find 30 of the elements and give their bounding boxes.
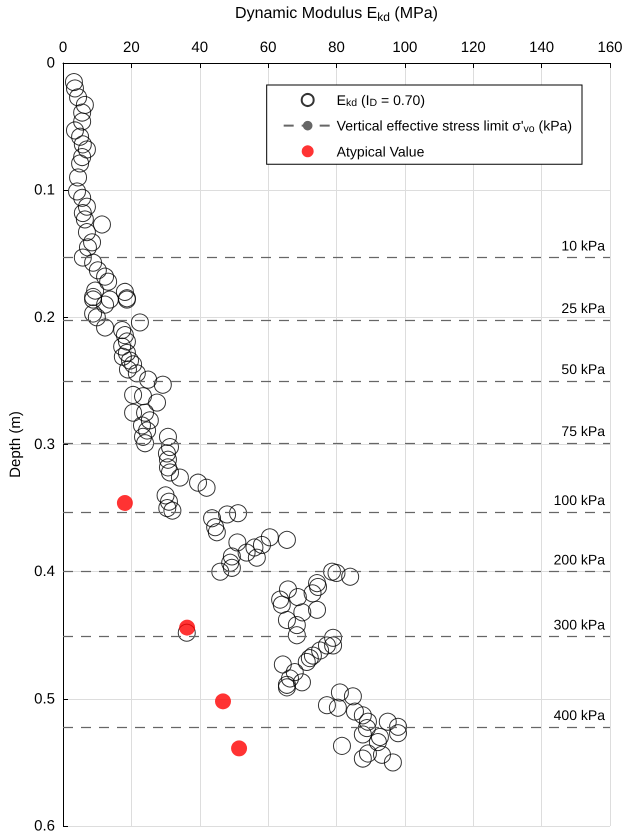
- x-tick-label: 20: [123, 39, 140, 56]
- x-tick-label: 140: [529, 39, 554, 56]
- legend-label: Atypical Value: [336, 143, 425, 160]
- y-tick-label: 0.6: [34, 818, 55, 834]
- y-tick-label: 0.1: [34, 182, 55, 199]
- ref-line-label: 200 kPa: [554, 552, 606, 568]
- x-tick-label: 120: [460, 39, 486, 56]
- y-tick-label: 0: [46, 54, 55, 72]
- point: [231, 740, 248, 756]
- x-tick-label: 60: [260, 39, 276, 56]
- x-tick-label: 160: [597, 39, 623, 56]
- ref-line-label: 25 kPa: [561, 300, 606, 316]
- ref-line-label: 100 kPa: [554, 492, 606, 508]
- x-tick-label: 40: [191, 39, 208, 56]
- y-tick-label: 0.5: [34, 690, 55, 708]
- point: [179, 620, 196, 636]
- ref-line-label: 75 kPa: [561, 423, 606, 440]
- ref-line-label: 50 kPa: [561, 360, 606, 377]
- y-tick-label: 0.3: [34, 436, 55, 453]
- ref-line-label: 300 kPa: [554, 616, 606, 633]
- y-axis-title: Depth (m): [7, 411, 24, 478]
- x-tick-label: 100: [392, 39, 418, 56]
- x-tick-label: 80: [328, 39, 345, 56]
- ref-line-label: 400 kPa: [554, 706, 606, 723]
- point: [116, 495, 133, 511]
- x-tick-label: 0: [58, 39, 68, 56]
- y-tick-label: 0.2: [34, 308, 55, 326]
- ref-line-label: 10 kPa: [561, 238, 606, 254]
- point: [215, 693, 231, 710]
- y-tick-label: 0.4: [34, 563, 55, 580]
